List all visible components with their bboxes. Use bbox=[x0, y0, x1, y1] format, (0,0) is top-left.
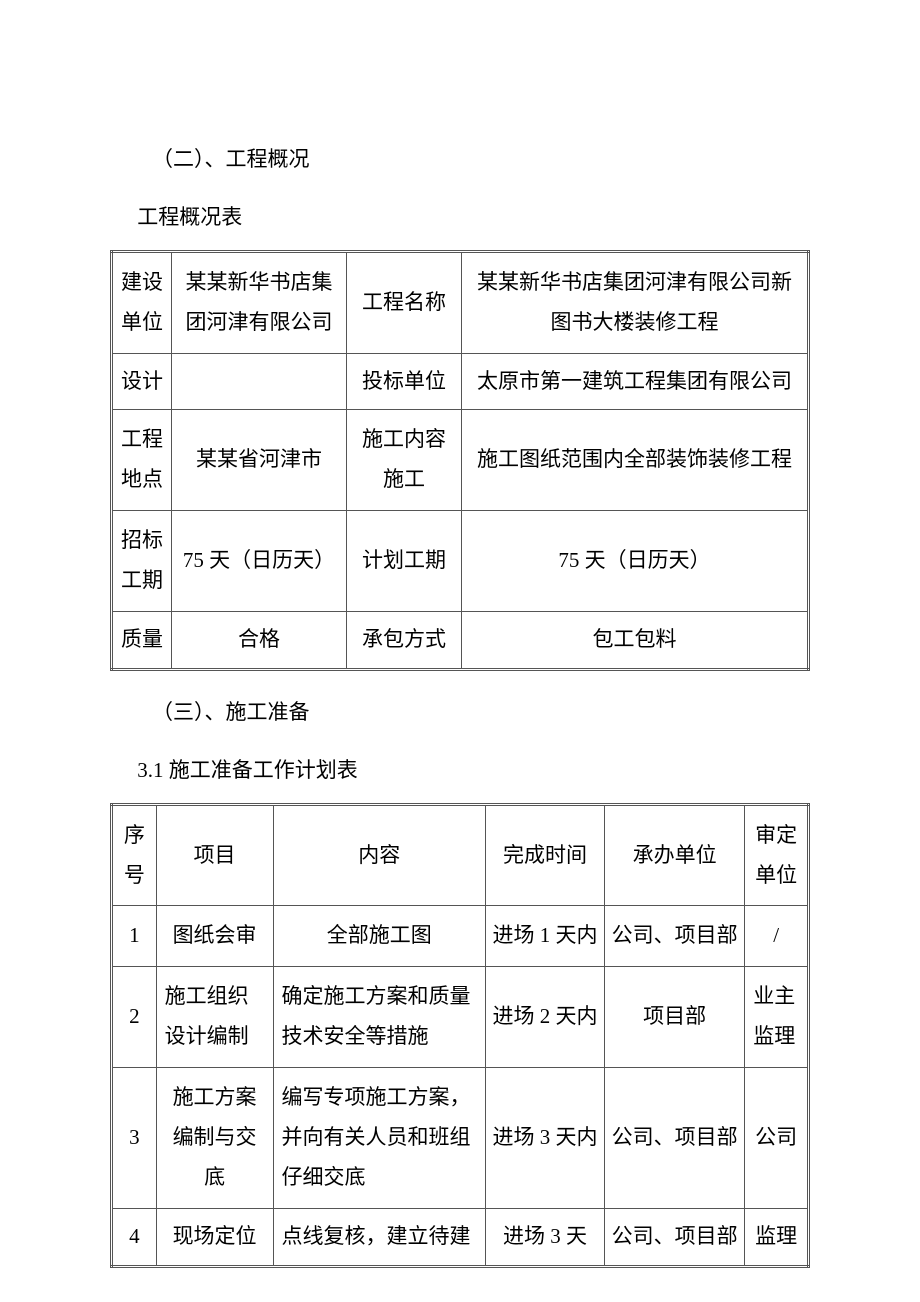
overview-label: 施工内容施工 bbox=[347, 410, 462, 511]
overview-value: 施工图纸范围内全部装饰装修工程 bbox=[462, 410, 809, 511]
overview-row: 质量 合格 承包方式 包工包料 bbox=[112, 612, 809, 670]
overview-row: 设计 投标单位 太原市第一建筑工程集团有限公司 bbox=[112, 353, 809, 410]
plan-content: 点线复核，建立待建 bbox=[273, 1208, 486, 1266]
overview-value: 合格 bbox=[172, 612, 347, 670]
plan-header-no: 序号 bbox=[112, 804, 157, 906]
plan-approve: 业主监理 bbox=[745, 967, 809, 1068]
plan-org: 公司、项目部 bbox=[605, 906, 745, 967]
plan-content: 全部施工图 bbox=[273, 906, 486, 967]
plan-no: 2 bbox=[112, 967, 157, 1068]
overview-label: 工程名称 bbox=[347, 251, 462, 353]
plan-header-project: 项目 bbox=[156, 804, 273, 906]
plan-time: 进场 1 天内 bbox=[486, 906, 605, 967]
plan-org: 公司、项目部 bbox=[605, 1068, 745, 1209]
plan-time: 进场 3 天 bbox=[486, 1208, 605, 1266]
plan-project: 施工方案编制与交底 bbox=[156, 1068, 273, 1209]
overview-row: 建设单位 某某新华书店集团河津有限公司 工程名称 某某新华书店集团河津有限公司新… bbox=[112, 251, 809, 353]
plan-time: 进场 2 天内 bbox=[486, 967, 605, 1068]
plan-row: 1 图纸会审 全部施工图 进场 1 天内 公司、项目部 / bbox=[112, 906, 809, 967]
plan-content: 确定施工方案和质量技术安全等措施 bbox=[273, 967, 486, 1068]
plan-org: 公司、项目部 bbox=[605, 1208, 745, 1266]
overview-label: 建设单位 bbox=[112, 251, 172, 353]
plan-table: 序号 项目 内容 完成时间 承办单位 审定单位 1 图纸会审 全部施工图 进场 … bbox=[110, 803, 810, 1268]
plan-header-content: 内容 bbox=[273, 804, 486, 906]
section-3-heading: （三）、施工准备 bbox=[110, 693, 810, 733]
plan-row: 4 现场定位 点线复核，建立待建 进场 3 天 公司、项目部 监理 bbox=[112, 1208, 809, 1266]
plan-project: 图纸会审 bbox=[156, 906, 273, 967]
overview-label: 投标单位 bbox=[347, 353, 462, 410]
plan-header-time: 完成时间 bbox=[486, 804, 605, 906]
overview-value: 包工包料 bbox=[462, 612, 809, 670]
overview-label: 计划工期 bbox=[347, 511, 462, 612]
section-2-heading: （二）、工程概况 bbox=[110, 140, 810, 180]
plan-approve: 公司 bbox=[745, 1068, 809, 1209]
plan-content: 编写专项施工方案，并向有关人员和班组仔细交底 bbox=[273, 1068, 486, 1209]
plan-no: 1 bbox=[112, 906, 157, 967]
plan-row: 3 施工方案编制与交底 编写专项施工方案，并向有关人员和班组仔细交底 进场 3 … bbox=[112, 1068, 809, 1209]
overview-label: 工程地点 bbox=[112, 410, 172, 511]
overview-value: 某某新华书店集团河津有限公司 bbox=[172, 251, 347, 353]
plan-no: 3 bbox=[112, 1068, 157, 1209]
overview-value: 太原市第一建筑工程集团有限公司 bbox=[462, 353, 809, 410]
plan-project: 施工组织设计编制 bbox=[156, 967, 273, 1068]
plan-approve: / bbox=[745, 906, 809, 967]
overview-value bbox=[172, 353, 347, 410]
overview-value: 75 天（日历天） bbox=[172, 511, 347, 612]
overview-value: 某某省河津市 bbox=[172, 410, 347, 511]
plan-no: 4 bbox=[112, 1208, 157, 1266]
overview-row: 招标工期 75 天（日历天） 计划工期 75 天（日历天） bbox=[112, 511, 809, 612]
plan-header-org: 承办单位 bbox=[605, 804, 745, 906]
plan-table-caption: 3.1 施工准备工作计划表 bbox=[110, 751, 810, 791]
overview-value: 75 天（日历天） bbox=[462, 511, 809, 612]
overview-row: 工程地点 某某省河津市 施工内容施工 施工图纸范围内全部装饰装修工程 bbox=[112, 410, 809, 511]
plan-approve: 监理 bbox=[745, 1208, 809, 1266]
overview-label: 招标工期 bbox=[112, 511, 172, 612]
plan-project: 现场定位 bbox=[156, 1208, 273, 1266]
plan-time: 进场 3 天内 bbox=[486, 1068, 605, 1209]
plan-header-approve: 审定单位 bbox=[745, 804, 809, 906]
overview-value: 某某新华书店集团河津有限公司新图书大楼装修工程 bbox=[462, 251, 809, 353]
overview-label: 质量 bbox=[112, 612, 172, 670]
overview-label: 设计 bbox=[112, 353, 172, 410]
overview-table: 建设单位 某某新华书店集团河津有限公司 工程名称 某某新华书店集团河津有限公司新… bbox=[110, 250, 810, 671]
overview-label: 承包方式 bbox=[347, 612, 462, 670]
overview-table-caption: 工程概况表 bbox=[110, 198, 810, 238]
plan-header-row: 序号 项目 内容 完成时间 承办单位 审定单位 bbox=[112, 804, 809, 906]
plan-row: 2 施工组织设计编制 确定施工方案和质量技术安全等措施 进场 2 天内 项目部 … bbox=[112, 967, 809, 1068]
plan-org: 项目部 bbox=[605, 967, 745, 1068]
